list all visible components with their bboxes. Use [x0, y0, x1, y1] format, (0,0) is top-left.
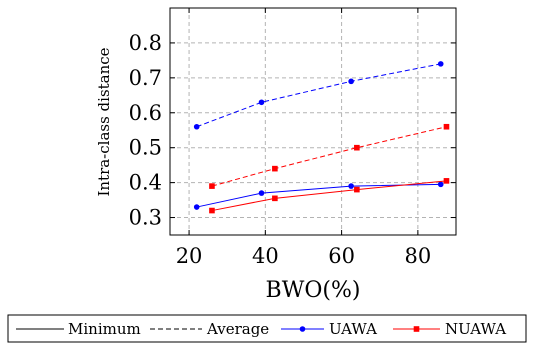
- data-point-uawa-average: [437, 61, 444, 67]
- grid: [170, 8, 456, 235]
- x-tick-label: 60: [328, 244, 355, 268]
- x-tick-label: 40: [252, 244, 279, 268]
- data-point-nuawa-average: [354, 144, 360, 151]
- y-axis-label: Intra-class distance: [95, 47, 113, 196]
- legend-marker-nuawa: [413, 326, 420, 332]
- legend-label-uawa: UAWA: [329, 320, 377, 338]
- data-point-nuawa-minimum: [272, 195, 278, 202]
- legend: Minimum Average UAWA NUAWA: [7, 314, 527, 343]
- y-tick-label: 0.8: [129, 31, 162, 55]
- data-point-nuawa-average: [209, 183, 215, 189]
- data-point-uawa-minimum: [348, 183, 354, 189]
- series-layer: [193, 61, 450, 214]
- x-axis-label: BWO(%): [266, 278, 361, 303]
- plot-frame: [169, 7, 457, 236]
- legend-label-nuawa: NUAWA: [445, 320, 506, 338]
- series-nuawa-average: [209, 123, 450, 189]
- series-uawa-average: [193, 61, 444, 130]
- data-point-uawa-minimum: [193, 204, 200, 210]
- x-ticks: 20 40 60 80: [176, 8, 431, 268]
- data-point-uawa-average: [348, 78, 354, 85]
- series-line-nuawa-minimum: [211, 180, 447, 212]
- series-line-uawa-minimum: [196, 183, 441, 208]
- legend-label-average: Average: [206, 320, 269, 338]
- data-point-nuawa-minimum: [354, 186, 360, 193]
- legend-label-minimum: Minimum: [68, 320, 141, 338]
- y-tick-label: 0.7: [129, 66, 162, 90]
- y-tick-label: 0.5: [129, 136, 162, 160]
- x-tick-label: 80: [404, 244, 431, 268]
- series-line-uawa-average: [196, 63, 441, 128]
- data-point-uawa-minimum: [258, 190, 265, 196]
- x-tick-label: 20: [176, 244, 203, 268]
- data-point-nuawa-minimum: [209, 207, 215, 214]
- data-point-nuawa-average: [443, 123, 450, 130]
- series-line-nuawa-average: [211, 126, 447, 187]
- series-uawa-minimum: [193, 181, 444, 210]
- legend-marker-uawa: [299, 326, 306, 332]
- y-tick-label: 0.6: [129, 101, 162, 125]
- y-ticks: 0.3 0.4 0.5 0.6 0.7 0.8: [129, 31, 456, 230]
- data-point-nuawa-average: [272, 165, 278, 172]
- series-nuawa-minimum: [209, 178, 450, 214]
- data-point-uawa-average: [258, 99, 265, 106]
- y-tick-label: 0.3: [129, 206, 162, 230]
- data-point-nuawa-minimum: [443, 178, 450, 184]
- data-point-uawa-minimum: [437, 181, 444, 188]
- y-tick-label: 0.4: [129, 171, 162, 195]
- data-point-uawa-average: [193, 123, 200, 130]
